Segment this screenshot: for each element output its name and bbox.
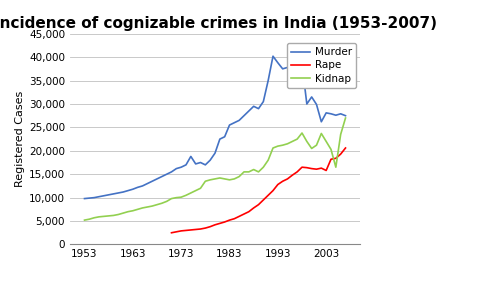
- Kidnap: [342, 116, 348, 120]
- Rape: [250, 206, 256, 210]
- Rape: [299, 166, 305, 169]
- Rape: [226, 218, 232, 222]
- Rape: [236, 215, 242, 218]
- Murder: [338, 112, 344, 115]
- Murder: [110, 192, 116, 196]
- Rape: [265, 194, 271, 197]
- Rape: [232, 217, 237, 220]
- Rape: [183, 229, 189, 232]
- Murder: [342, 114, 348, 117]
- Kidnap: [178, 196, 184, 199]
- Rape: [256, 203, 262, 206]
- Kidnap: [314, 144, 320, 147]
- Rape: [318, 166, 324, 170]
- Kidnap: [130, 209, 136, 212]
- Murder: [270, 55, 276, 58]
- Rape: [207, 225, 213, 228]
- Rape: [323, 169, 329, 172]
- Murder: [130, 187, 136, 191]
- Rape: [333, 157, 339, 160]
- Murder: [82, 197, 87, 200]
- Rape: [328, 158, 334, 161]
- Y-axis label: Registered Cases: Registered Cases: [15, 91, 25, 187]
- Rape: [168, 231, 174, 234]
- Rape: [217, 222, 223, 225]
- Kidnap: [82, 218, 87, 222]
- Rape: [202, 226, 208, 230]
- Rape: [192, 228, 198, 231]
- Rape: [294, 170, 300, 174]
- Title: Incidence of cognizable crimes in India (1953-2007): Incidence of cognizable crimes in India …: [0, 16, 436, 31]
- Rape: [290, 173, 296, 177]
- Line: Murder: Murder: [84, 56, 345, 199]
- Rape: [314, 167, 320, 171]
- Rape: [241, 212, 247, 216]
- Rape: [246, 210, 252, 213]
- Legend: Murder, Rape, Kidnap: Murder, Rape, Kidnap: [287, 43, 356, 88]
- Rape: [304, 166, 310, 169]
- Rape: [270, 189, 276, 192]
- Rape: [198, 227, 203, 231]
- Kidnap: [110, 214, 116, 217]
- Rape: [308, 167, 314, 170]
- Rape: [188, 228, 194, 232]
- Rape: [260, 198, 266, 202]
- Rape: [284, 177, 290, 181]
- Rape: [275, 183, 281, 186]
- Murder: [178, 166, 184, 169]
- Kidnap: [338, 133, 344, 136]
- Rape: [178, 229, 184, 233]
- Kidnap: [144, 205, 150, 209]
- Murder: [144, 182, 150, 185]
- Rape: [222, 220, 228, 224]
- Line: Rape: Rape: [172, 148, 346, 233]
- Rape: [338, 152, 344, 156]
- Line: Kidnap: Kidnap: [84, 118, 345, 220]
- Murder: [318, 120, 324, 123]
- Rape: [212, 223, 218, 226]
- Rape: [342, 146, 348, 150]
- Rape: [174, 230, 180, 234]
- Rape: [280, 180, 285, 183]
